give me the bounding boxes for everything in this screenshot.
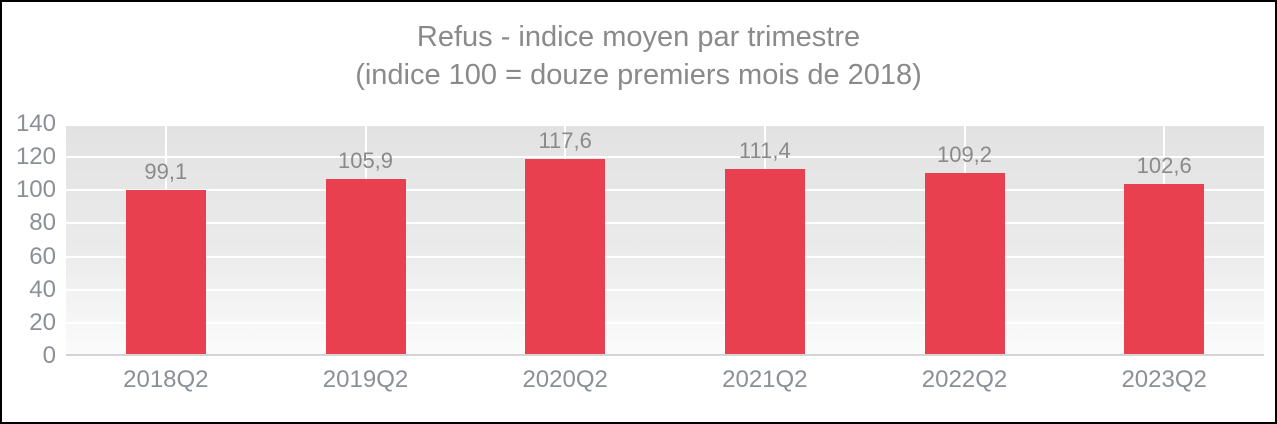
y-tick-label: 60 [29,242,56,270]
bar-value-label: 117,6 [538,128,592,153]
y-tick-label: 40 [29,275,56,303]
x-tick-label: 2023Q2 [1121,366,1207,393]
bar [1124,184,1205,354]
y-tick-label: 120 [15,143,56,171]
bar [525,159,606,354]
gridline-horizontal [66,189,1264,192]
chart-title-line2: (indice 100 = douze premiers mois de 201… [355,59,922,91]
bar-value-label: 111,4 [738,138,791,163]
gridline-horizontal [66,156,1264,159]
bar [924,173,1005,354]
x-tick-label: 2020Q2 [522,366,608,393]
y-tick-label: 0 [42,342,56,369]
x-tick-label: 2021Q2 [722,366,808,393]
chart-title-line1: Refus - indice moyen par trimestre [416,21,861,53]
bar-value-label: 99,1 [144,159,188,184]
x-tick-label: 2018Q2 [123,366,209,393]
gridline-horizontal [66,222,1264,225]
gridline-horizontal [66,255,1264,258]
y-tick-label: 80 [29,209,56,237]
bar-value-label: 105,9 [337,148,394,173]
gridline-horizontal [66,321,1264,324]
x-tick-label: 2019Q2 [322,366,409,393]
gridline-horizontal [66,124,1264,126]
gridline-horizontal [66,288,1264,291]
bar [325,179,406,354]
bar-value-label: 109,2 [936,142,993,167]
bar-value-label: 102,6 [1136,153,1192,178]
y-tick-label: 140 [15,110,56,137]
chart-title: Refus - indice moyen par trimestre (indi… [2,18,1275,94]
bar [724,169,805,354]
y-tick-label: 100 [15,176,56,204]
plot-area: 99,1 105,9 117,6 111,4 109,2 102,6 [66,124,1264,356]
x-tick-label: 2022Q2 [921,366,1008,393]
y-tick-label: 20 [29,308,56,336]
bar [125,190,206,354]
